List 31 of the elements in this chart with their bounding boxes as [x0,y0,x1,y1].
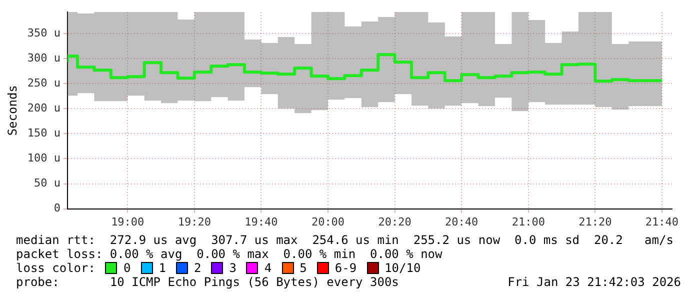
y-tick-label: 300 u [27,51,61,64]
legend-label: 3 [229,261,236,275]
y-tick-label: 50 u [34,176,61,190]
legend-label: 10/10 [384,261,421,275]
x-tick-label: 21:40 [645,215,679,228]
y-tick-label: 0 [54,202,61,215]
x-tick-label: 19:00 [111,215,144,228]
text: packet loss: 0.00 % avg 0.00 % max 0.00 % min 0.00 % now [16,247,444,261]
y-tick-label: 150 u [27,126,61,140]
x-tick-label: 21:20 [578,215,612,228]
legend-label: 6-9 [334,261,357,275]
y-tick-label: 100 u [27,152,61,165]
legend-label: 1 [158,261,166,275]
x-tick-label: 19:20 [178,215,211,228]
x-tick-label: 20:00 [311,215,345,228]
text: probe: 10 ICMP Echo Pings (56 Bytes) every 300s [16,275,399,289]
legend-title: loss color: [16,261,96,275]
x-tick-label: 19:40 [244,215,278,228]
y-axis-title: Seconds [5,85,20,136]
x-tick-label: 20:40 [445,215,478,228]
x-tick-label: 20:20 [378,215,412,228]
legend-label: 0 [123,261,131,275]
x-tick-label: 21:00 [512,215,545,228]
legend-label: 5 [300,261,307,275]
text: median rtt: 272.9 us avg 307.7 us max 254.6 us min 255.2 us now 0.0 ms sd 20.2 am/s [16,233,674,247]
legend-label: 2 [194,261,202,275]
y-tick-label: 200 u [27,102,61,115]
text: Fri Jan 23 21:42:03 2026 [508,275,681,289]
y-tick-label: 250 u [27,76,61,90]
y-tick-label: 350 u [27,26,61,40]
legend-label: 4 [264,261,272,275]
